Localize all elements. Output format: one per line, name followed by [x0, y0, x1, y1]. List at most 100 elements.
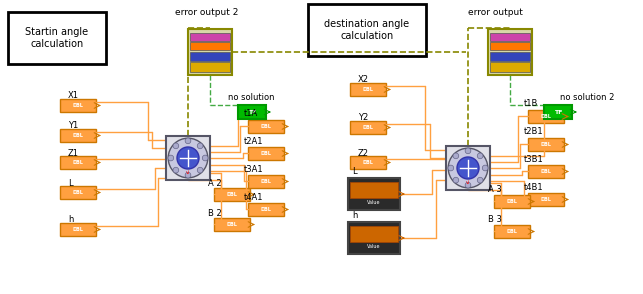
Text: Startin angle
calculation: Startin angle calculation: [26, 27, 89, 49]
Text: L: L: [352, 168, 357, 176]
Circle shape: [448, 165, 454, 171]
Bar: [544, 105, 572, 119]
Circle shape: [453, 177, 458, 183]
Bar: [248, 203, 284, 216]
Text: t4A1: t4A1: [244, 193, 264, 201]
Bar: [308, 4, 426, 56]
Bar: [494, 225, 530, 238]
Text: Y1: Y1: [68, 121, 78, 131]
Bar: [214, 218, 250, 231]
Text: error output 2: error output 2: [175, 8, 239, 17]
Bar: [190, 52, 230, 61]
Circle shape: [453, 153, 458, 159]
Circle shape: [482, 165, 488, 171]
Text: t1B: t1B: [524, 99, 538, 108]
Circle shape: [185, 138, 191, 144]
Text: DBL: DBL: [507, 229, 518, 234]
Text: L: L: [68, 178, 73, 188]
Bar: [350, 156, 386, 169]
Circle shape: [177, 147, 199, 169]
Text: DBL: DBL: [363, 160, 374, 165]
Text: DBL: DBL: [73, 190, 84, 195]
Circle shape: [477, 153, 483, 159]
Text: DBL: DBL: [226, 192, 237, 197]
Bar: [248, 147, 284, 160]
Circle shape: [465, 148, 471, 154]
Bar: [166, 136, 210, 180]
Bar: [60, 186, 96, 199]
Text: X2: X2: [358, 76, 369, 84]
Text: DBL: DBL: [541, 114, 552, 119]
Text: t2A1: t2A1: [244, 136, 264, 146]
Bar: [490, 33, 530, 41]
Bar: [8, 12, 106, 64]
Bar: [238, 105, 266, 119]
Text: DBL: DBL: [363, 125, 374, 130]
Text: DBL: DBL: [541, 197, 552, 202]
Text: DBL: DBL: [507, 199, 518, 204]
Bar: [60, 156, 96, 169]
Text: Z2: Z2: [358, 148, 369, 158]
Circle shape: [477, 177, 483, 183]
Bar: [350, 83, 386, 96]
Bar: [494, 195, 530, 208]
Text: t3A1: t3A1: [244, 165, 264, 173]
Bar: [248, 120, 284, 133]
Text: destination angle
calculation: destination angle calculation: [325, 19, 410, 41]
Bar: [190, 33, 230, 41]
Bar: [190, 42, 230, 51]
Bar: [60, 99, 96, 112]
Bar: [60, 223, 96, 236]
Circle shape: [185, 172, 191, 178]
Text: t2B1: t2B1: [524, 128, 543, 136]
Bar: [488, 29, 532, 75]
Bar: [348, 222, 400, 254]
Text: DBL: DBL: [260, 124, 271, 129]
Text: DBL: DBL: [73, 227, 84, 232]
Text: A 2: A 2: [208, 178, 222, 188]
Text: Value: Value: [367, 243, 381, 248]
Text: vi: vi: [186, 170, 190, 175]
Text: Value: Value: [367, 200, 381, 205]
Circle shape: [168, 155, 174, 161]
Bar: [528, 138, 564, 151]
Text: DBL: DBL: [541, 142, 552, 147]
Circle shape: [173, 143, 179, 149]
Text: A 3: A 3: [488, 186, 502, 195]
Text: error output: error output: [468, 8, 523, 17]
Bar: [350, 182, 398, 198]
Text: DBL: DBL: [73, 160, 84, 165]
Bar: [348, 178, 400, 210]
Circle shape: [457, 157, 479, 179]
Bar: [490, 52, 530, 61]
Text: DBL: DBL: [260, 151, 271, 156]
Circle shape: [448, 148, 488, 188]
Text: DBL: DBL: [226, 222, 237, 227]
Bar: [188, 29, 232, 75]
Bar: [214, 188, 250, 201]
Bar: [528, 193, 564, 206]
Circle shape: [168, 138, 208, 178]
Circle shape: [465, 182, 471, 188]
Text: DBL: DBL: [260, 179, 271, 184]
Text: DBL: DBL: [73, 103, 84, 108]
Text: TF: TF: [248, 109, 256, 114]
Text: TF: TF: [554, 109, 562, 114]
Circle shape: [173, 167, 179, 173]
Circle shape: [197, 167, 203, 173]
Text: Z1: Z1: [68, 148, 79, 158]
Bar: [60, 129, 96, 142]
Bar: [190, 62, 230, 72]
Bar: [528, 110, 564, 123]
Text: no solution: no solution: [228, 93, 275, 103]
Text: B 3: B 3: [488, 216, 502, 225]
Circle shape: [203, 155, 208, 161]
Bar: [446, 146, 490, 190]
Bar: [248, 175, 284, 188]
Text: t4B1: t4B1: [524, 183, 543, 191]
Bar: [350, 226, 398, 242]
Text: DBL: DBL: [73, 133, 84, 138]
Circle shape: [197, 143, 203, 149]
Text: DBL: DBL: [541, 169, 552, 174]
Text: h: h: [352, 211, 358, 220]
